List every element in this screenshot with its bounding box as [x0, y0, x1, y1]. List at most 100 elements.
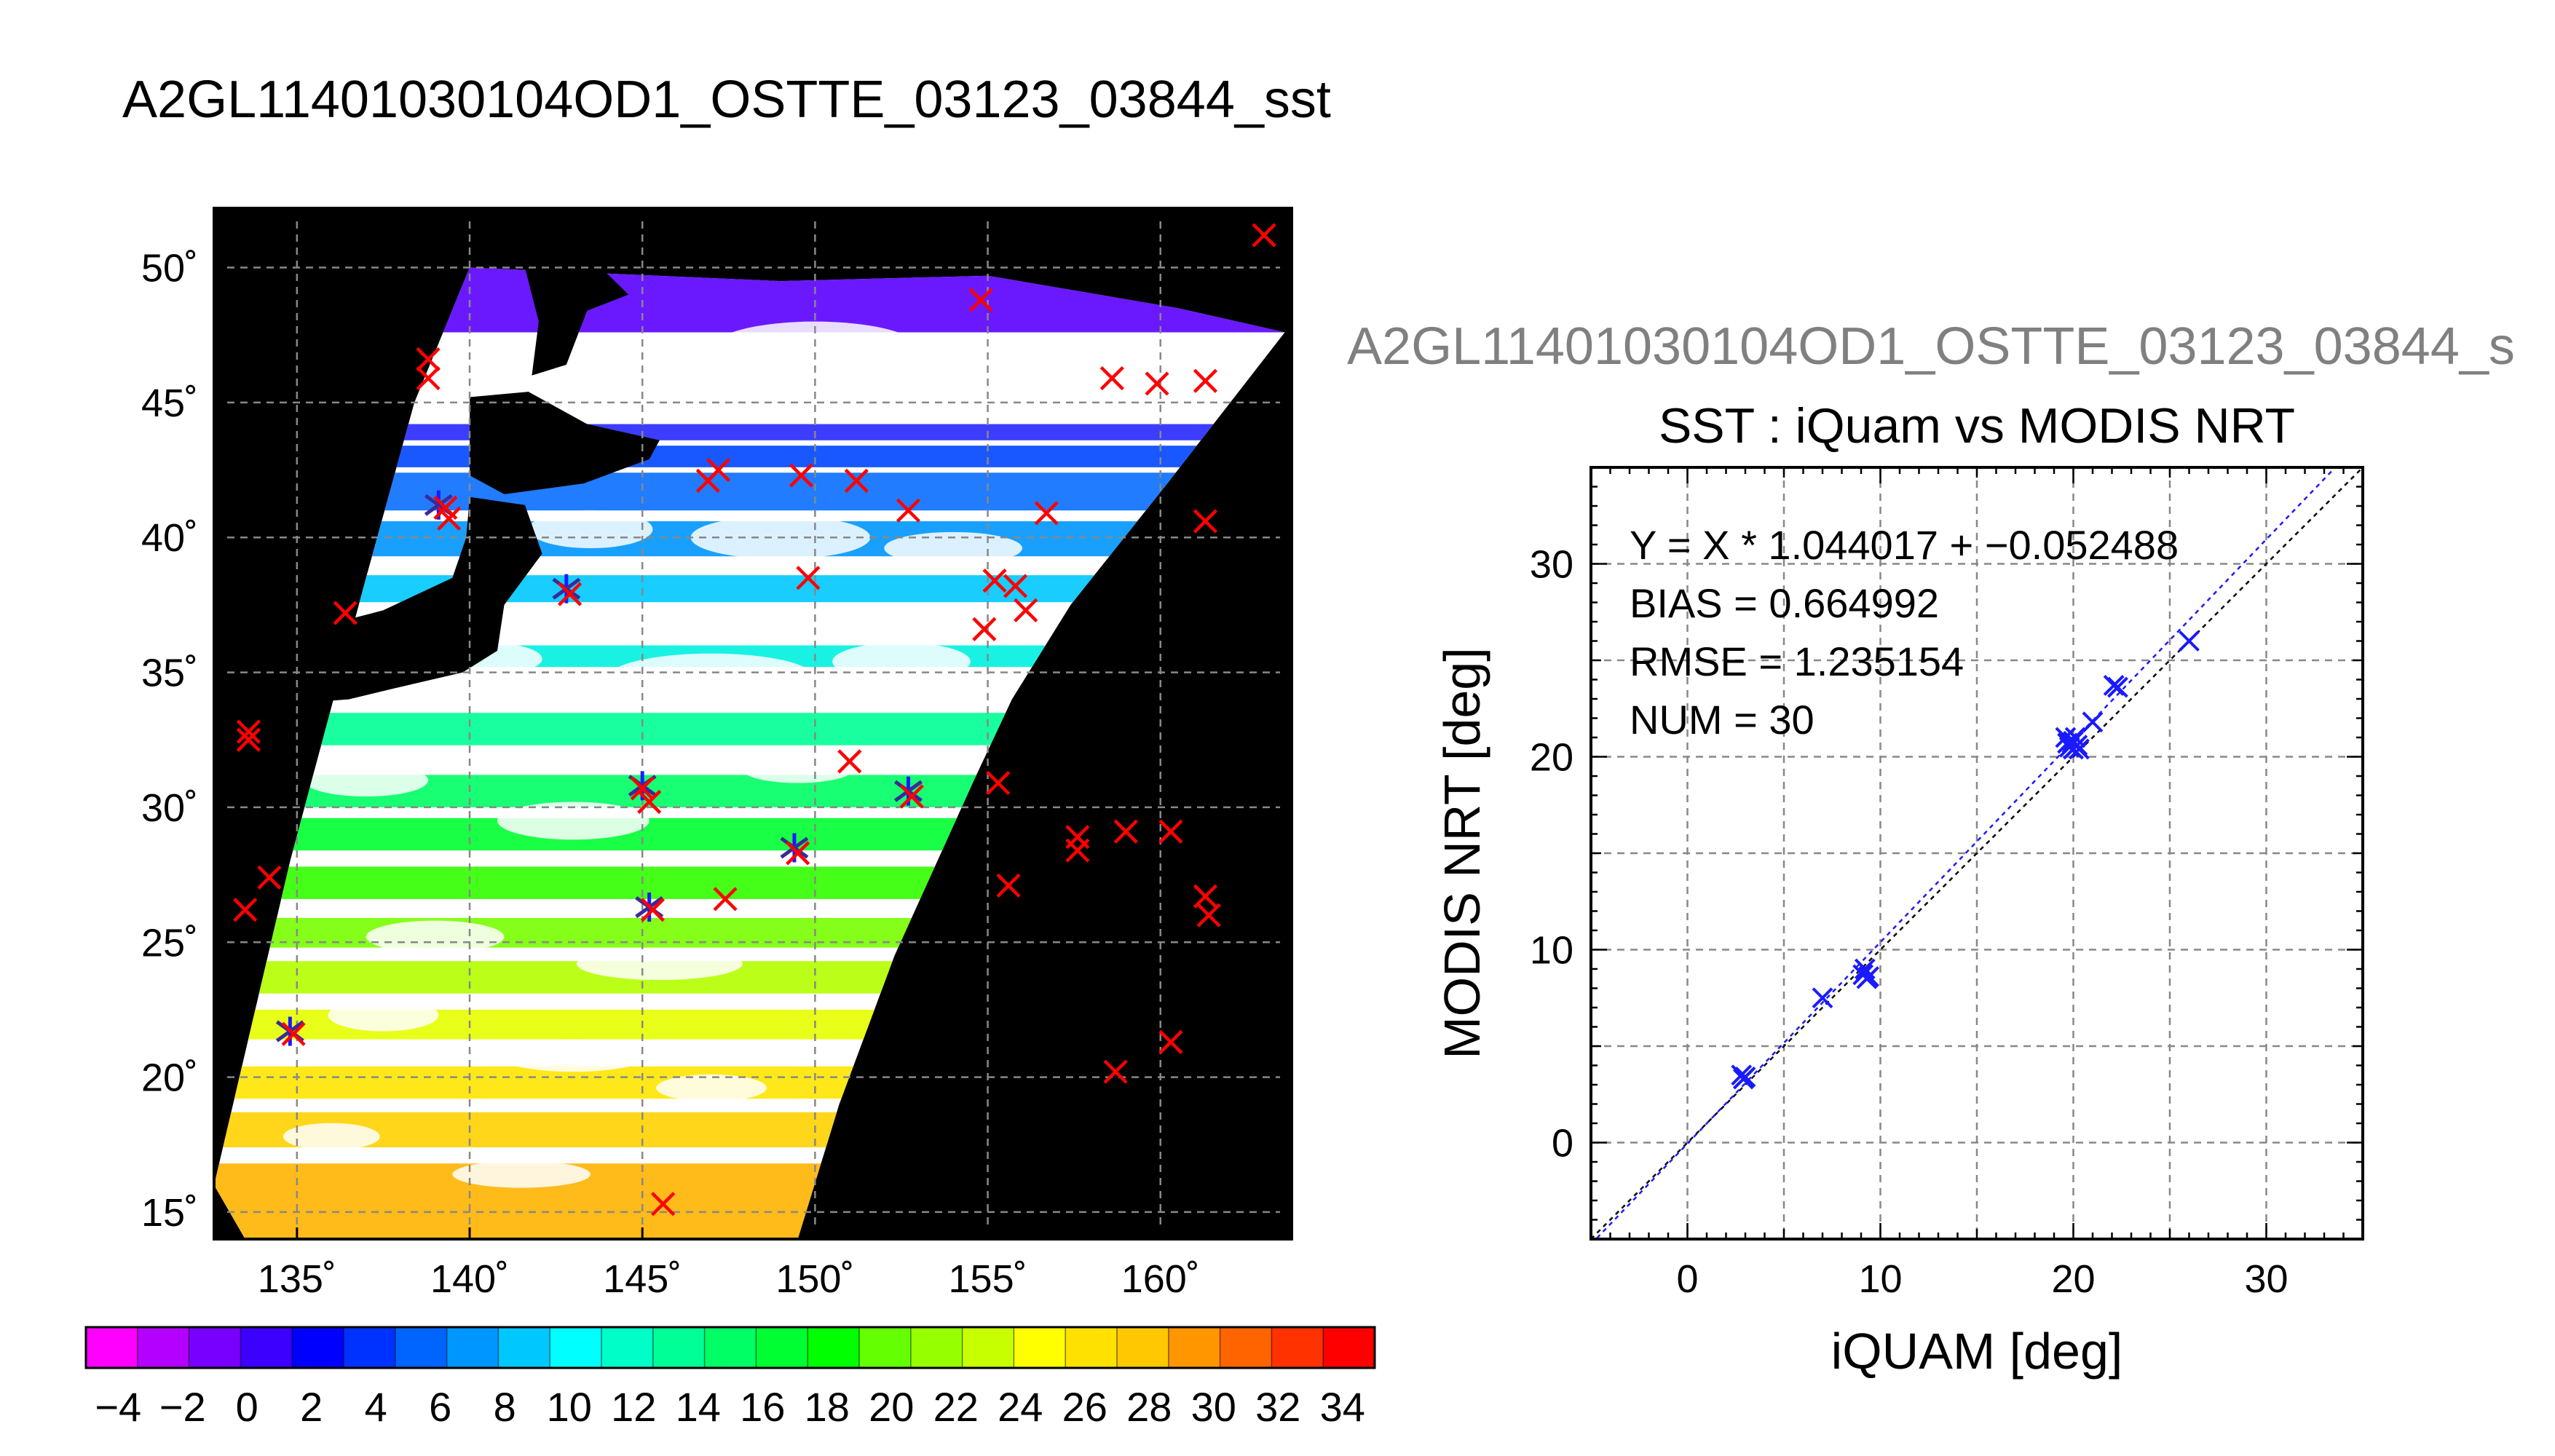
cloud-patch — [497, 802, 649, 840]
cloud-patch — [832, 642, 971, 681]
scatter-x-axis-label: iQUAM [deg] — [1831, 1323, 2123, 1380]
sakhalin-land — [490, 208, 629, 376]
colorbar-cell — [910, 1327, 963, 1368]
scatter-point — [2064, 727, 2086, 748]
colorbar-cell — [1220, 1327, 1272, 1368]
cloud-patch — [497, 1039, 649, 1072]
map-match-marker — [233, 898, 258, 922]
cloud-patch — [742, 756, 853, 783]
colorbar-cell — [1168, 1327, 1221, 1368]
cloud-patch — [577, 947, 743, 981]
scatter-point — [1858, 966, 1880, 988]
map-match-marker — [1145, 371, 1169, 396]
map-match-marker — [713, 887, 738, 911]
scatter-y-axis-label: MODIS NRT [deg] — [1434, 647, 1490, 1059]
map-match-marker — [1113, 819, 1138, 844]
map-match-marker — [968, 288, 993, 312]
colorbar-cell — [652, 1327, 706, 1368]
map-match-marker — [1034, 501, 1059, 526]
colorbar-label: 10 — [547, 1384, 592, 1430]
map-match-marker — [1252, 223, 1276, 248]
stats-bias: BIAS = 0.664992 — [1630, 580, 1939, 626]
map-match-marker — [416, 347, 441, 372]
colorbar-cell — [86, 1327, 138, 1368]
map-match-marker — [236, 727, 261, 752]
stats-rmse: RMSE = 1.235154 — [1630, 638, 1964, 684]
map-match-marker — [789, 463, 814, 488]
sst-colorbar: −4 −2 0 2 4 6 8 10 12 14 16 18 20 22 24 26 28 30 32 34 — [84, 1326, 1376, 1430]
map-match-marker — [1193, 884, 1218, 909]
scatter-point — [2069, 738, 2090, 760]
map-y-tick-label: 40˚ — [141, 516, 198, 560]
map-match-marker — [1103, 1059, 1128, 1084]
colorbar-cell — [446, 1327, 499, 1368]
honshu-land — [234, 496, 542, 711]
colorbar-cell — [859, 1327, 912, 1368]
scatter-y-tick-label: 20 — [1530, 736, 1573, 780]
map-y-tick-label: 45˚ — [141, 381, 198, 425]
colorbar-label: 16 — [740, 1384, 785, 1430]
colorbar-cell — [601, 1327, 654, 1368]
cloud-patch — [304, 764, 429, 797]
colorbar-cell — [1323, 1327, 1375, 1368]
map-match-marker — [1158, 1029, 1183, 1054]
scatter-title: SST : iQuam vs MODIS NRT — [1659, 398, 2295, 454]
map-match-marker — [236, 719, 261, 744]
scatter-border — [1590, 466, 2364, 1241]
colorbar-label: 32 — [1255, 1384, 1300, 1430]
map-match-marker — [333, 601, 358, 625]
map-match-marker — [281, 1021, 306, 1046]
map-x-tick-label: 145˚ — [603, 1257, 682, 1301]
hokkaido-land — [470, 392, 660, 494]
colorbar-label: 8 — [494, 1384, 516, 1430]
map-match-marker — [1014, 598, 1038, 622]
colorbar-cell — [344, 1327, 396, 1368]
page-title: A2GL11401030104OD1_OSTTE_03123_03844_sst — [122, 71, 1331, 129]
colorbar-label: 18 — [805, 1384, 850, 1430]
colorbar-cell — [1271, 1327, 1324, 1368]
map-match-marker — [1099, 365, 1124, 391]
map-match-marker — [996, 873, 1021, 898]
colorbar-cell — [395, 1327, 448, 1368]
scatter-x-tick-label: 0 — [1676, 1257, 1698, 1301]
cloud-patch — [711, 321, 919, 376]
colorbar-label: 4 — [365, 1384, 387, 1430]
cloud-patch — [607, 653, 816, 703]
scatter-x-tick-label: 30 — [2244, 1257, 2288, 1301]
colorbar-cell — [137, 1327, 190, 1368]
colorbar-label: −4 — [95, 1384, 141, 1430]
scatter-x-tick-label: 20 — [2051, 1257, 2095, 1301]
cloud-patch — [528, 510, 653, 549]
map-match-marker — [844, 468, 869, 493]
map-match-marker — [896, 498, 921, 523]
scatter-point — [1812, 987, 1833, 1009]
map-x-tick-label: 140˚ — [430, 1257, 509, 1301]
regression-line — [1595, 467, 2337, 1239]
colorbar-cell — [498, 1327, 550, 1368]
map-x-tick-label: 160˚ — [1121, 1257, 1200, 1301]
map-match-marker — [786, 841, 810, 866]
map-y-tick-label: 25˚ — [141, 921, 198, 965]
map-match-marker — [1158, 819, 1183, 844]
colorbar-cell — [1014, 1327, 1066, 1368]
scatter-point — [2179, 630, 2200, 652]
map-match-marker — [557, 582, 583, 606]
scatter-y-tick-label: 30 — [1530, 543, 1573, 587]
colorbar-label: 14 — [676, 1384, 721, 1430]
cloud-patch — [490, 354, 657, 397]
map-match-marker — [651, 1192, 676, 1216]
map-match-marker — [695, 468, 720, 493]
colorbar-label: 0 — [236, 1384, 258, 1430]
map-y-tick-label: 15˚ — [141, 1191, 198, 1235]
map-y-tick-label: 35˚ — [141, 652, 198, 695]
colorbar-cell — [756, 1327, 808, 1368]
map-match-marker — [982, 568, 1007, 593]
colorbar-cell — [189, 1327, 241, 1368]
colorbar-cell — [704, 1327, 757, 1368]
identity-line — [1591, 467, 2363, 1239]
scatter-x-tick-label: 10 — [1858, 1257, 1902, 1301]
map-match-marker — [837, 749, 862, 774]
map-match-marker — [436, 506, 462, 531]
map-match-marker — [257, 865, 282, 890]
map-x-tick-label: 155˚ — [949, 1257, 1027, 1301]
